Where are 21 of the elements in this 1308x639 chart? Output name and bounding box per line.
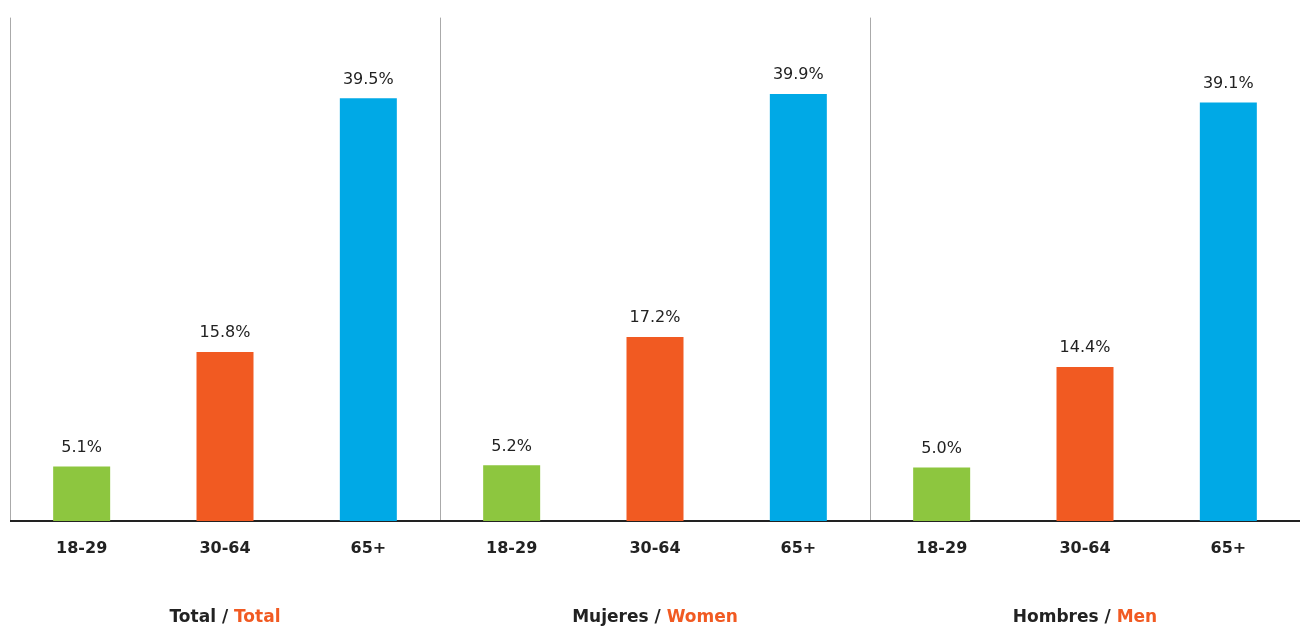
x-tick-label: 18-29 bbox=[56, 537, 108, 557]
x-axis-title: Mujeres / Women bbox=[572, 605, 738, 626]
x-axis-title: Hombres / Men bbox=[1012, 605, 1158, 626]
x-tick-label: 30-64 bbox=[199, 537, 251, 557]
x-tick-label: 65+ bbox=[780, 537, 817, 557]
data-label: 39.5% bbox=[342, 68, 394, 88]
x-axis-title: Total / Total bbox=[169, 605, 281, 626]
data-label: 39.9% bbox=[772, 64, 824, 84]
data-label: 5.1% bbox=[61, 436, 102, 456]
x-tick-label: 18-29 bbox=[486, 537, 538, 557]
data-label: 5.0% bbox=[921, 437, 962, 457]
data-label: 39.1% bbox=[1202, 73, 1254, 93]
data-label: 17.2% bbox=[629, 307, 681, 327]
x-tick-label: 30-64 bbox=[1059, 537, 1111, 557]
x-tick-label: 65+ bbox=[350, 537, 387, 557]
data-label: 14.4% bbox=[1059, 337, 1111, 357]
x-tick-label: 30-64 bbox=[629, 537, 681, 557]
x-tick-label: 18-29 bbox=[916, 537, 968, 557]
data-label: 5.2% bbox=[491, 435, 532, 455]
x-tick-label: 65+ bbox=[1210, 537, 1247, 557]
data-label: 15.8% bbox=[199, 322, 251, 342]
